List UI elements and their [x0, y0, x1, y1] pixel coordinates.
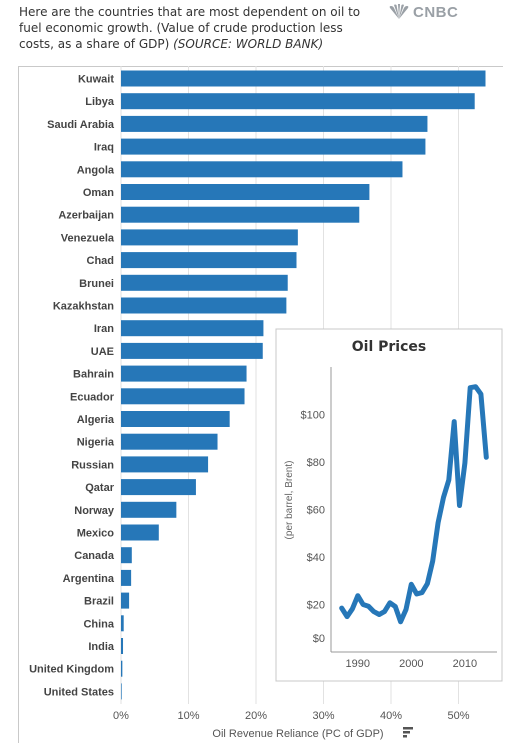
chart-description: Here are the countries that are most dep…: [19, 4, 369, 52]
inset-x-tick-label: 1990: [346, 658, 370, 670]
bar: [121, 569, 132, 586]
bar: [121, 365, 247, 382]
x-axis-title: Oil Revenue Reliance (PC of GDP): [212, 728, 383, 740]
chart-frame: [18, 66, 503, 743]
category-label: United States: [44, 686, 114, 698]
bar-chart: Kuwait Libya Saudi Arabia Iraq Angola Oman Aze…: [29, 66, 486, 740]
category-label: United Kingdom: [29, 664, 114, 676]
inset-y-tick-label: $80: [307, 457, 325, 469]
x-tick-label: 40%: [380, 710, 402, 722]
inset-y-tick-label: $20: [307, 600, 325, 612]
inset-x-tick-label: 2010: [453, 658, 477, 670]
bar: [121, 638, 124, 654]
category-label: UAE: [91, 346, 114, 358]
category-label: Angola: [77, 164, 115, 176]
category-label: Iran: [94, 323, 114, 335]
source-text: (SOURCE: WORLD BANK): [173, 37, 324, 51]
bar: [121, 388, 245, 405]
category-label: Argentina: [63, 573, 115, 585]
bar: [121, 456, 209, 473]
inset-panel: [275, 328, 503, 682]
sort-icon[interactable]: [403, 727, 413, 738]
x-tick-label: 20%: [245, 710, 267, 722]
inset-title: Oil Prices: [352, 339, 426, 355]
x-tick-label: 30%: [312, 710, 334, 722]
bar: [121, 342, 263, 359]
cnbc-logo: CNBC: [388, 2, 458, 22]
category-label: Bahrain: [73, 369, 114, 381]
inset-y-tick-label: $40: [307, 552, 325, 564]
category-label: Oman: [83, 187, 114, 199]
category-label: Saudi Arabia: [47, 119, 115, 131]
bar: [121, 70, 486, 87]
inset-y-tick-label: $100: [301, 410, 325, 422]
category-label: Norway: [74, 505, 115, 517]
category-label: Azerbaijan: [58, 210, 114, 222]
bar: [121, 93, 475, 110]
category-label: Russian: [71, 459, 114, 471]
peacock-icon: [389, 4, 409, 19]
category-label: Libya: [85, 96, 115, 108]
bar: [121, 115, 428, 132]
category-label: India: [88, 641, 115, 653]
category-label: Chad: [87, 255, 115, 267]
x-tick-label: 10%: [177, 710, 199, 722]
category-label: Ecuador: [70, 391, 115, 403]
bar: [121, 184, 370, 200]
inset-x-tick-label: 2000: [399, 658, 423, 670]
bar: [121, 297, 287, 314]
category-label: Venezuela: [61, 232, 115, 244]
category-label: Kuwait: [78, 74, 114, 86]
category-label: Iraq: [94, 142, 114, 154]
bar: [121, 683, 122, 700]
inset-y-axis-title: (per barrel, Brent): [284, 461, 295, 540]
x-tick-label: 0%: [113, 710, 129, 722]
category-label: Qatar: [85, 482, 114, 494]
bar: [121, 206, 360, 223]
bar: [121, 592, 130, 609]
bar: [121, 501, 177, 518]
category-label: Mexico: [77, 528, 115, 540]
inset-y-tick-label: $0: [313, 633, 325, 645]
category-label: China: [83, 618, 114, 630]
category-label: Canada: [74, 550, 115, 562]
category-label: Kazakhstan: [53, 301, 114, 313]
bar: [121, 161, 403, 178]
bar: [121, 274, 288, 291]
description-text: Here are the countries that are most dep…: [19, 5, 361, 51]
oil-prices-inset: Oil Prices $0 $20 $40 $60 $80 $100 1990 2000 2010…: [275, 328, 503, 682]
x-tick-label: 50%: [447, 710, 469, 722]
bar: [121, 615, 124, 632]
category-label: Nigeria: [77, 437, 115, 449]
bar: [121, 547, 132, 564]
bar: [121, 524, 159, 541]
bar: [121, 479, 196, 496]
bar: [121, 320, 264, 337]
oil-price-line: [339, 384, 489, 625]
bar: [121, 433, 218, 450]
inset-y-tick-label: $60: [307, 505, 325, 517]
category-label: Brazil: [84, 596, 114, 608]
bar: [121, 411, 230, 427]
bar: [121, 660, 123, 677]
category-label: Brunei: [79, 278, 114, 290]
category-label: Algeria: [77, 414, 115, 426]
bar: [121, 252, 297, 269]
bar: [121, 138, 426, 155]
bar: [121, 229, 298, 246]
logo-text: CNBC: [413, 3, 459, 21]
